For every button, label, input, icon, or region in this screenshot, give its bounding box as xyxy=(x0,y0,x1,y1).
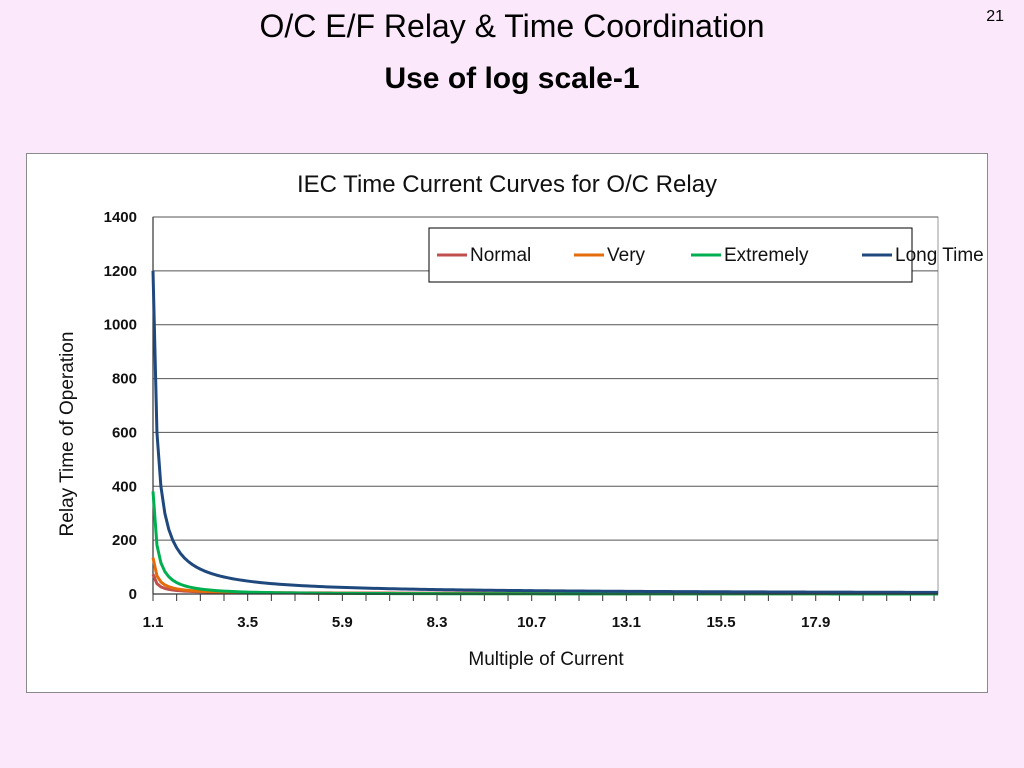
slide-subtitle: Use of log scale-1 xyxy=(384,62,640,95)
slide-title: O/C E/F Relay & Time Coordination xyxy=(259,8,765,44)
x-tick-label: 13.1 xyxy=(612,614,641,631)
y-tick-label: 400 xyxy=(112,478,137,495)
legend-label: Very xyxy=(607,245,646,266)
legend-box xyxy=(428,227,913,283)
x-tick-label: 10.7 xyxy=(517,614,546,631)
x-tick-label: 8.3 xyxy=(427,614,448,631)
y-tick-label: 0 xyxy=(129,586,137,603)
y-tick-label: 1000 xyxy=(104,317,137,334)
chart-svg: IEC Time Current Curves for O/C Relay 0 2… xyxy=(57,171,984,670)
x-tick-label: 15.5 xyxy=(706,614,735,631)
y-tick-label: 200 xyxy=(112,532,137,549)
x-tick-label: 5.9 xyxy=(332,614,353,631)
legend-label: Extremely xyxy=(724,245,809,266)
x-tick-label: 3.5 xyxy=(237,614,258,631)
series-line-long-time xyxy=(151,270,938,594)
legend-label: Normal xyxy=(470,245,531,266)
chart-title: IEC Time Current Curves for O/C Relay xyxy=(297,171,717,198)
y-tick-label: 600 xyxy=(112,424,137,441)
y-tick-label: 1200 xyxy=(104,263,137,280)
x-axis-title: Multiple of Current xyxy=(468,649,624,670)
y-tick-label: 800 xyxy=(112,371,137,388)
chart-frame: IEC Time Current Curves for O/C Relay 0 2… xyxy=(26,153,988,693)
x-tick-label: 1.1 xyxy=(143,614,164,631)
x-tick-label: 17.9 xyxy=(801,614,830,631)
legend-label: Long Time xyxy=(895,245,984,266)
y-tick-label: 1400 xyxy=(104,209,137,226)
slide-number: 21 xyxy=(986,8,1004,25)
y-axis-title: Relay Time of Operation xyxy=(57,332,78,537)
